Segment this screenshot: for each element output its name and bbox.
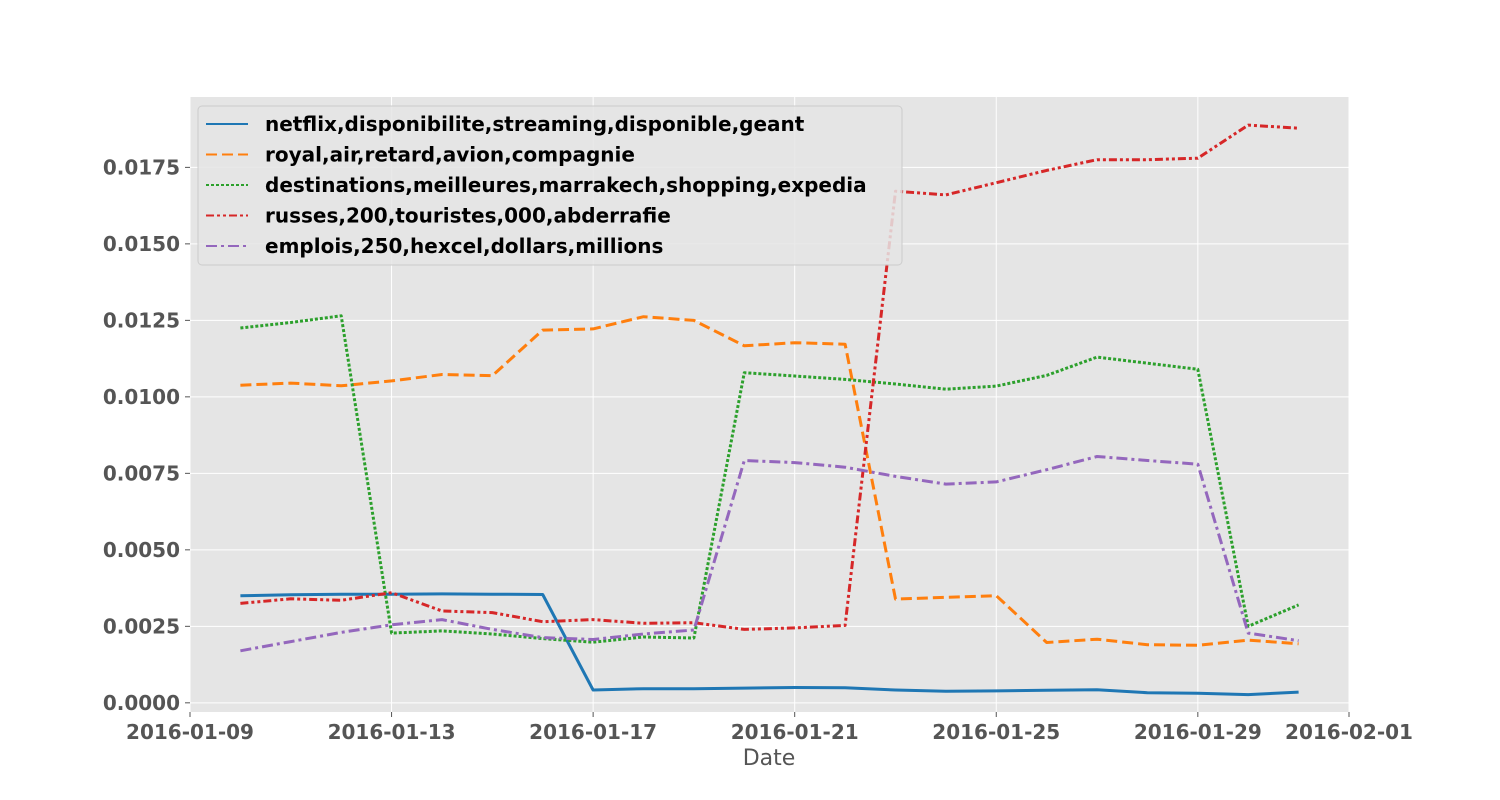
- x-tick-label: 2016-01-21: [731, 720, 859, 744]
- x-tick-label: 2016-01-29: [1134, 720, 1262, 744]
- series-lines: [240, 123, 1300, 697]
- x-tick-label: 2016-01-09: [126, 720, 254, 744]
- y-tick-label: 0.0100: [103, 385, 180, 409]
- x-axis-label: Date: [743, 746, 796, 771]
- legend-entry-label: netflix,disponibilite,streaming,disponib…: [265, 112, 805, 136]
- legend: netflix,disponibilite,streaming,disponib…: [197, 105, 903, 266]
- legend-entry-label: russes,200,touristes,000,abderrafie: [265, 204, 671, 228]
- y-tick-label: 0.0050: [103, 538, 180, 562]
- x-tick-label: 2016-01-17: [529, 720, 657, 744]
- series-line-1: [240, 592, 1299, 697]
- x-tick-label: 2016-02-01: [1285, 720, 1413, 744]
- x-axis-ticks: 2016-01-09 2016-01-13 2016-01-17 2016-01-21…: [126, 712, 1413, 744]
- x-tick-label: 2016-01-25: [932, 720, 1060, 744]
- series-line-4: [240, 123, 1299, 631]
- y-tick-label: 0.0000: [103, 691, 180, 715]
- y-tick-label: 0.0025: [103, 614, 180, 638]
- y-tick-label: 0.0150: [103, 232, 180, 256]
- series-line-3: [240, 314, 1300, 644]
- series-line-2: [240, 315, 1299, 647]
- y-axis-ticks: 0.0000 0.0025 0.0050 0.0075 0.0100 0.0125 0.01…: [103, 155, 190, 715]
- legend-entry-label: destinations,meilleures,marrakech,shoppi…: [265, 173, 867, 197]
- y-tick-label: 0.0125: [103, 308, 180, 332]
- legend-entry-label: emplois,250,hexcel,dollars,millions: [265, 234, 663, 258]
- series-line-5: [240, 455, 1299, 653]
- y-tick-label: 0.0175: [103, 155, 180, 179]
- legend-entry-label: royal,air,retard,avion,compagnie: [265, 143, 635, 167]
- legend-box: [197, 105, 903, 266]
- y-tick-label: 0.0075: [103, 461, 180, 485]
- x-tick-label: 2016-01-13: [328, 720, 456, 744]
